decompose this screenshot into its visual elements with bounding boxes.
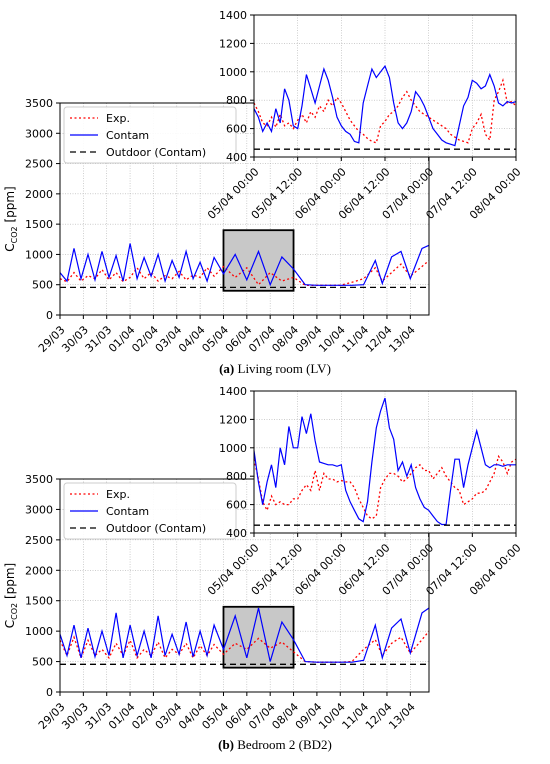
legend-label: Exp. bbox=[106, 488, 130, 501]
axes-frame bbox=[59, 478, 430, 693]
legend bbox=[63, 482, 237, 540]
series-line-contam bbox=[253, 64, 517, 147]
y-tick-label: 400 bbox=[226, 151, 247, 164]
caption-a: (a) Living room (LV) bbox=[0, 361, 550, 377]
x-tick-label: 13/04 bbox=[386, 700, 418, 732]
legend-label: Contam bbox=[106, 505, 149, 518]
y-tick-label: 500 bbox=[32, 279, 53, 292]
y-tick-label: 2500 bbox=[25, 158, 53, 171]
legend-label: Outdoor (Contam) bbox=[106, 146, 206, 159]
y-tick-label: 2000 bbox=[25, 188, 53, 201]
y-tick-label: 3500 bbox=[25, 473, 53, 486]
zoom-box bbox=[222, 229, 295, 292]
caption-b: (b) Bedroom 2 (BD2) bbox=[0, 737, 550, 753]
y-tick-label: 400 bbox=[226, 527, 247, 540]
y-tick-label: 3000 bbox=[25, 127, 53, 140]
axes-frame bbox=[59, 102, 430, 316]
y-tick-label: 600 bbox=[226, 499, 247, 512]
series-line-contam bbox=[59, 607, 430, 663]
caption-b-text: Bedroom 2 (BD2) bbox=[237, 737, 332, 752]
y-tick-label: 1000 bbox=[25, 625, 53, 638]
zoom-box bbox=[222, 605, 295, 669]
y-tick-label: 1400 bbox=[219, 9, 247, 22]
y-axis-label: CCO2 [ppm] bbox=[3, 186, 19, 251]
y-tick-label: 1000 bbox=[25, 248, 53, 261]
legend-label: Outdoor (Contam) bbox=[106, 522, 206, 535]
x-tick-label: 13/04 bbox=[386, 323, 418, 355]
y-tick-label: 3500 bbox=[25, 97, 53, 110]
y-tick-label: 1200 bbox=[219, 413, 247, 426]
y-tick-label: 0 bbox=[46, 309, 53, 322]
y-tick-label: 2500 bbox=[25, 534, 53, 547]
y-tick-label: 1000 bbox=[219, 442, 247, 455]
y-tick-label: 600 bbox=[226, 123, 247, 136]
y-tick-label: 1500 bbox=[25, 218, 53, 231]
series-line-contam bbox=[59, 243, 430, 287]
y-tick-label: 2000 bbox=[25, 564, 53, 577]
legend-label: Contam bbox=[106, 129, 149, 142]
y-tick-label: 3000 bbox=[25, 503, 53, 516]
y-tick-label: 1200 bbox=[219, 37, 247, 50]
y-tick-label: 1500 bbox=[25, 595, 53, 608]
y-tick-label: 1000 bbox=[219, 66, 247, 79]
y-axis-label: CCO2 [ppm] bbox=[3, 563, 19, 628]
y-tick-label: 800 bbox=[226, 94, 247, 107]
caption-b-letter: (b) bbox=[218, 737, 235, 752]
legend bbox=[63, 106, 237, 164]
y-tick-label: 500 bbox=[32, 656, 53, 669]
series-line-contam bbox=[253, 397, 516, 526]
y-tick-label: 800 bbox=[226, 470, 247, 483]
y-tick-label: 1400 bbox=[219, 385, 247, 398]
y-tick-label: 0 bbox=[46, 686, 53, 699]
caption-a-letter: (a) bbox=[219, 361, 235, 376]
legend-label: Exp. bbox=[106, 112, 130, 125]
series-line-exp bbox=[253, 454, 517, 520]
caption-a-text: Living room (LV) bbox=[237, 361, 331, 376]
series-line-exp bbox=[253, 77, 517, 144]
